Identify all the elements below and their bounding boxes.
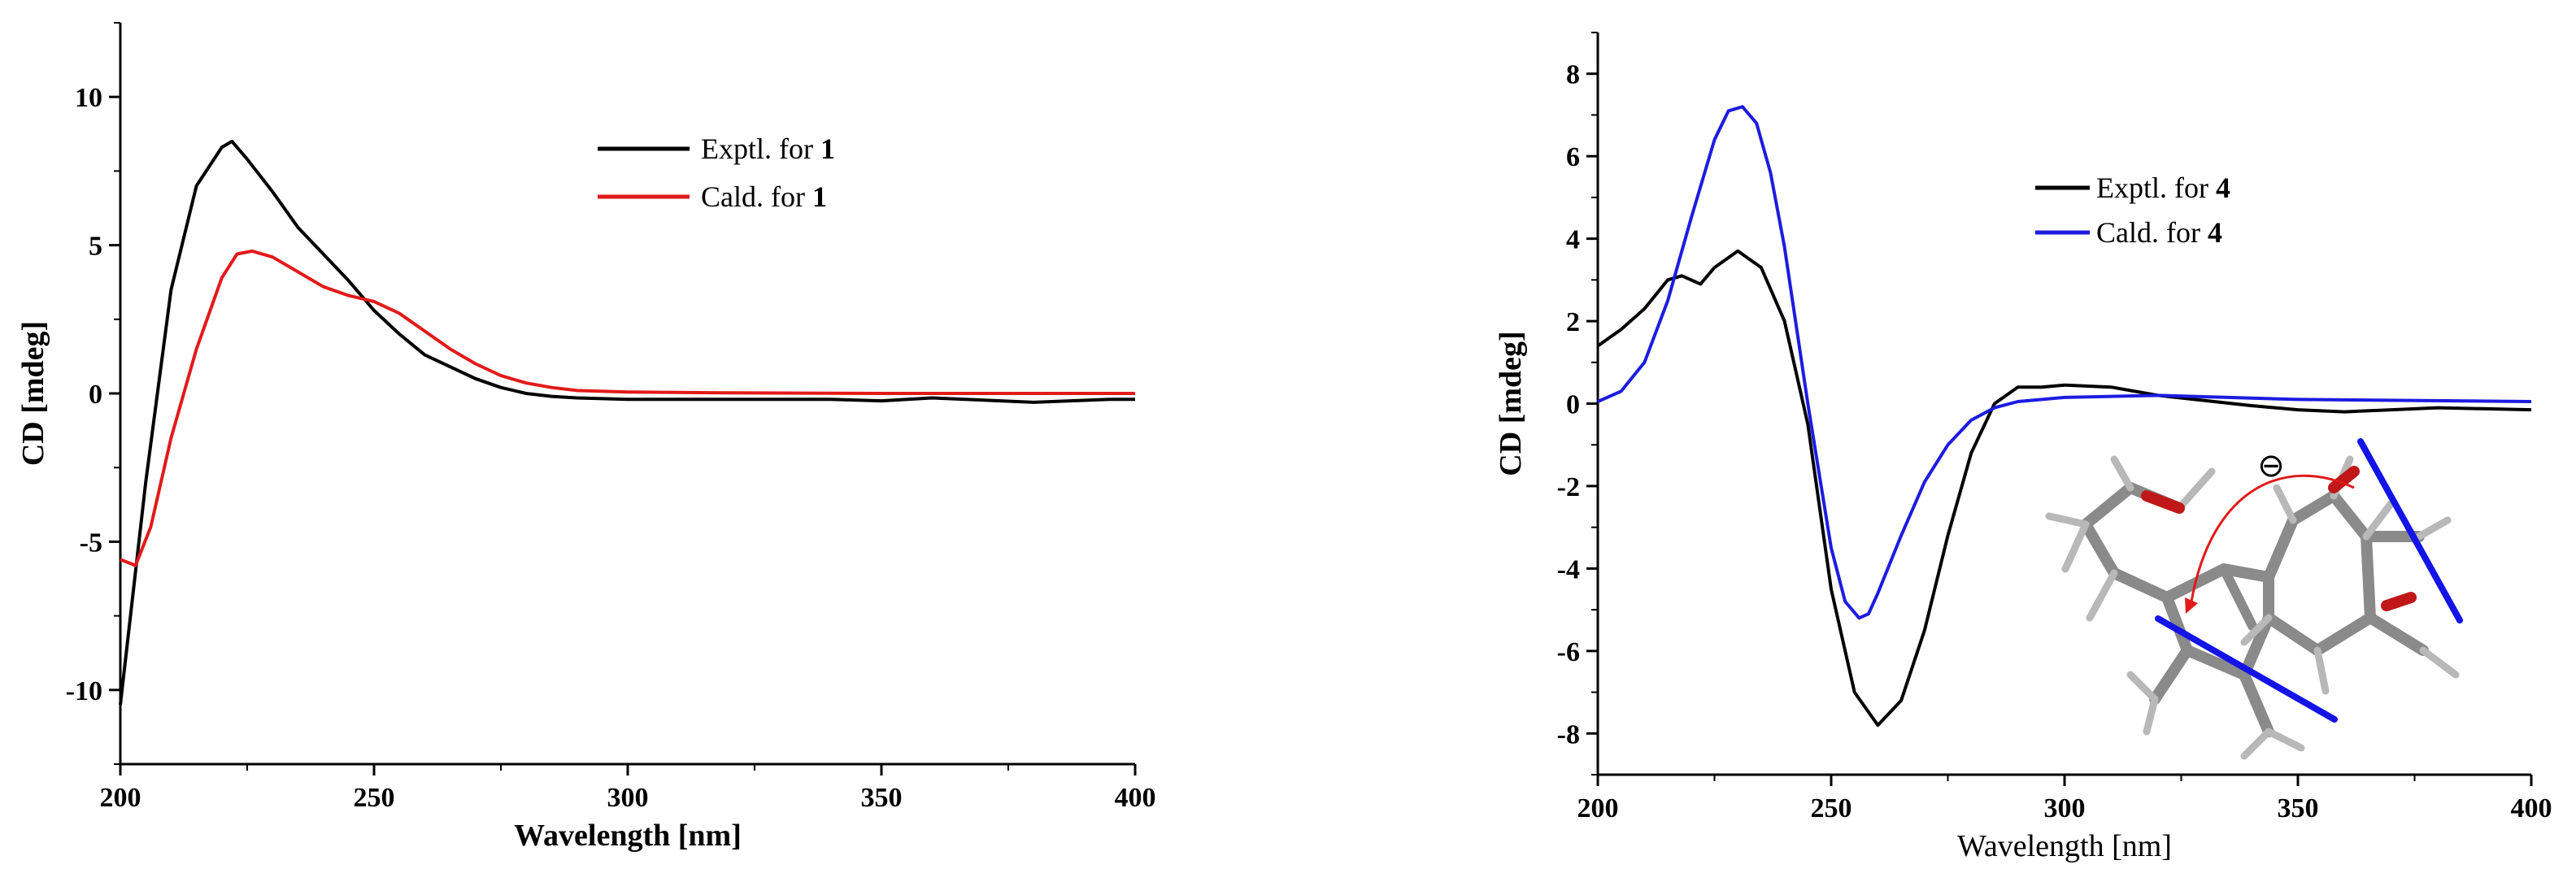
legend-label: Cald. for 4	[2096, 216, 2222, 249]
legend-entry: Cald. for 4	[2035, 216, 2222, 249]
x-tick-label: 200	[1577, 793, 1619, 823]
y-tick-label: 6	[1566, 142, 1580, 172]
legend-label-compound: 4	[2216, 172, 2230, 204]
x-tick-label: 350	[861, 783, 903, 813]
legend-entry: Cald. for 1	[598, 180, 827, 213]
y-tick-label: 0	[89, 380, 102, 410]
legend-label-text: Cald. for	[2096, 216, 2208, 249]
x-tick-label: 350	[2278, 793, 2319, 823]
y-tick-label: -4	[1557, 554, 1580, 584]
series-line-experimental	[1596, 249, 2532, 728]
y-tick-label: 10	[75, 83, 102, 113]
legend-label-text: Exptl. for	[2096, 172, 2216, 204]
series-line-calculated	[120, 249, 1135, 567]
y-tick-label: -6	[1557, 637, 1580, 667]
y-axis-title: CD [mdeg]	[16, 321, 50, 466]
legend-label-compound: 4	[2208, 216, 2222, 249]
x-axis-title: Wavelength [nm]	[1957, 829, 2172, 863]
panel-left: 200 250 300 350 400 10 5 0 -5 -10 Wavelength [nm] C…	[16, 22, 1156, 853]
legend-entry: Exptl. for 4	[2035, 172, 2230, 204]
x-tick-label: 250	[354, 783, 395, 813]
legend-entry: Exptl. for 1	[598, 133, 835, 165]
legend-label-compound: 1	[812, 180, 827, 213]
x-tick-label: 400	[2511, 793, 2552, 823]
x-tick-label: 250	[1811, 793, 1852, 823]
x-tick-label: 400	[1115, 783, 1156, 813]
y-tick-label: -8	[1557, 719, 1580, 749]
axes: 200 250 300 350 400 8 6 4 2 0 -2 -4 -6 -8 Wavelength […	[1494, 32, 2552, 863]
legend-label: Exptl. for 1	[701, 133, 835, 165]
x-tick-label: 200	[100, 783, 141, 813]
y-tick-label: -2	[1557, 472, 1580, 502]
y-tick-label: 0	[1566, 390, 1580, 420]
panel-right: 200 250 300 350 400 8 6 4 2 0 -2 -4 -6 -8 Wavelength […	[1494, 32, 2552, 863]
y-tick-label: 2	[1566, 307, 1580, 337]
y-tick-label: -5	[80, 528, 102, 558]
legend-label: Cald. for 1	[701, 180, 827, 213]
x-axis-title: Wavelength [nm]	[514, 819, 742, 853]
charge-symbol: ⊖	[2257, 447, 2285, 484]
y-tick-label: 5	[89, 232, 102, 262]
molecule-model-illustration: ⊖	[2045, 438, 2463, 760]
y-tick-label: 4	[1566, 225, 1580, 255]
series-line-experimental	[119, 139, 1135, 706]
legend-label-text: Cald. for	[701, 180, 812, 213]
legend-label-text: Exptl. for	[701, 133, 820, 165]
series-line-calculated	[1597, 105, 2532, 620]
y-tick-label: 8	[1566, 60, 1580, 90]
legend-label-compound: 1	[820, 133, 835, 165]
axes: 200 250 300 350 400 10 5 0 -5 -10 Wavelength [nm] C…	[16, 22, 1156, 853]
x-tick-label: 300	[2044, 793, 2086, 823]
y-tick-label: -10	[66, 676, 102, 706]
legend-label: Exptl. for 4	[2096, 172, 2230, 204]
y-axis-title: CD [mdeg]	[1494, 331, 1528, 476]
x-tick-label: 300	[607, 783, 649, 813]
